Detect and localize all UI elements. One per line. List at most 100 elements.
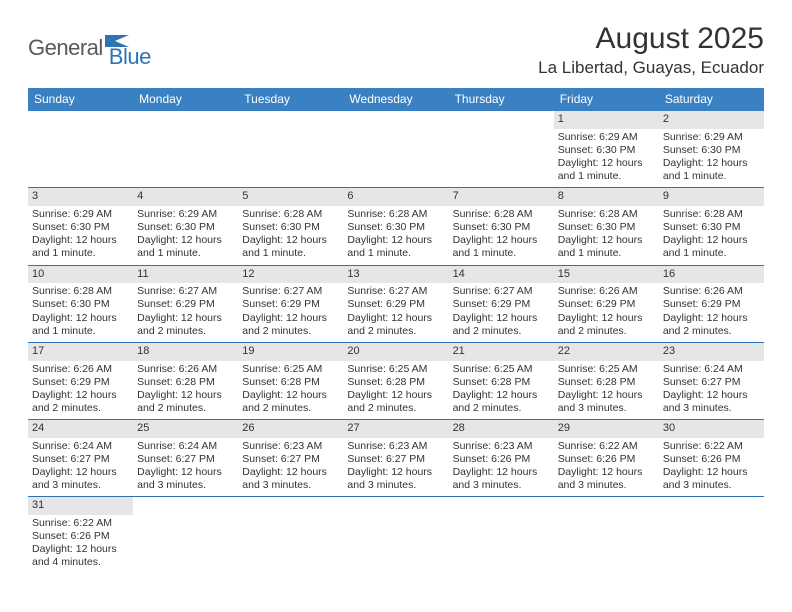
day-number: 26: [238, 420, 343, 438]
daylight1-text: Daylight: 12 hours: [32, 466, 129, 479]
daylight2-text: and 1 minute.: [453, 247, 550, 260]
sunset-text: Sunset: 6:26 PM: [663, 453, 760, 466]
sunset-text: Sunset: 6:26 PM: [453, 453, 550, 466]
sunrise-text: Sunrise: 6:25 AM: [453, 363, 550, 376]
day-cell: 25Sunrise: 6:24 AMSunset: 6:27 PMDayligh…: [133, 420, 238, 497]
day-number: 6: [343, 188, 448, 206]
sunrise-text: Sunrise: 6:23 AM: [242, 440, 339, 453]
daylight1-text: Daylight: 12 hours: [453, 389, 550, 402]
sunset-text: Sunset: 6:30 PM: [663, 144, 760, 157]
daylight2-text: and 3 minutes.: [558, 479, 655, 492]
daylight2-text: and 2 minutes.: [347, 402, 444, 415]
day-header: Sunday: [28, 88, 133, 111]
sunrise-text: Sunrise: 6:22 AM: [558, 440, 655, 453]
sunset-text: Sunset: 6:28 PM: [137, 376, 234, 389]
sunset-text: Sunset: 6:26 PM: [32, 530, 129, 543]
daylight1-text: Daylight: 12 hours: [663, 312, 760, 325]
empty-cell: [449, 111, 554, 188]
daylight2-text: and 2 minutes.: [663, 325, 760, 338]
sunset-text: Sunset: 6:29 PM: [453, 298, 550, 311]
empty-cell: [133, 497, 238, 574]
sunset-text: Sunset: 6:29 PM: [32, 376, 129, 389]
daylight2-text: and 1 minute.: [32, 325, 129, 338]
day-cell: 9Sunrise: 6:28 AMSunset: 6:30 PMDaylight…: [659, 188, 764, 265]
sunrise-text: Sunrise: 6:28 AM: [663, 208, 760, 221]
daylight2-text: and 1 minute.: [558, 170, 655, 183]
sunset-text: Sunset: 6:28 PM: [347, 376, 444, 389]
daylight2-text: and 2 minutes.: [558, 325, 655, 338]
day-header: Monday: [133, 88, 238, 111]
sunset-text: Sunset: 6:29 PM: [347, 298, 444, 311]
empty-cell: [554, 497, 659, 574]
sunset-text: Sunset: 6:27 PM: [347, 453, 444, 466]
empty-cell: [238, 497, 343, 574]
empty-cell: [659, 497, 764, 574]
daylight2-text: and 1 minute.: [663, 247, 760, 260]
sunset-text: Sunset: 6:28 PM: [558, 376, 655, 389]
day-header: Saturday: [659, 88, 764, 111]
daylight2-text: and 3 minutes.: [32, 479, 129, 492]
day-cell: 6Sunrise: 6:28 AMSunset: 6:30 PMDaylight…: [343, 188, 448, 265]
day-number: 25: [133, 420, 238, 438]
sunrise-text: Sunrise: 6:26 AM: [32, 363, 129, 376]
daylight1-text: Daylight: 12 hours: [558, 157, 655, 170]
daylight1-text: Daylight: 12 hours: [32, 543, 129, 556]
sunrise-text: Sunrise: 6:28 AM: [32, 285, 129, 298]
day-cell: 29Sunrise: 6:22 AMSunset: 6:26 PMDayligh…: [554, 420, 659, 497]
empty-cell: [133, 111, 238, 188]
daylight1-text: Daylight: 12 hours: [32, 389, 129, 402]
day-number: 8: [554, 188, 659, 206]
sunrise-text: Sunrise: 6:23 AM: [453, 440, 550, 453]
day-cell: 18Sunrise: 6:26 AMSunset: 6:28 PMDayligh…: [133, 342, 238, 419]
day-number: 23: [659, 343, 764, 361]
sunset-text: Sunset: 6:29 PM: [137, 298, 234, 311]
daylight1-text: Daylight: 12 hours: [32, 234, 129, 247]
page-title: August 2025: [538, 22, 764, 56]
daylight1-text: Daylight: 12 hours: [242, 312, 339, 325]
daylight1-text: Daylight: 12 hours: [137, 234, 234, 247]
daylight1-text: Daylight: 12 hours: [558, 234, 655, 247]
sunset-text: Sunset: 6:27 PM: [32, 453, 129, 466]
day-number: 27: [343, 420, 448, 438]
daylight1-text: Daylight: 12 hours: [453, 312, 550, 325]
day-header-row: SundayMondayTuesdayWednesdayThursdayFrid…: [28, 88, 764, 111]
day-cell: 30Sunrise: 6:22 AMSunset: 6:26 PMDayligh…: [659, 420, 764, 497]
day-number: 24: [28, 420, 133, 438]
daylight2-text: and 2 minutes.: [242, 402, 339, 415]
sunset-text: Sunset: 6:30 PM: [347, 221, 444, 234]
day-number: 22: [554, 343, 659, 361]
daylight1-text: Daylight: 12 hours: [347, 234, 444, 247]
day-cell: 27Sunrise: 6:23 AMSunset: 6:27 PMDayligh…: [343, 420, 448, 497]
week-row: 3Sunrise: 6:29 AMSunset: 6:30 PMDaylight…: [28, 188, 764, 265]
sunrise-text: Sunrise: 6:29 AM: [32, 208, 129, 221]
sunrise-text: Sunrise: 6:28 AM: [242, 208, 339, 221]
week-row: 1Sunrise: 6:29 AMSunset: 6:30 PMDaylight…: [28, 111, 764, 188]
day-number: 11: [133, 266, 238, 284]
sunrise-text: Sunrise: 6:25 AM: [242, 363, 339, 376]
day-cell: 4Sunrise: 6:29 AMSunset: 6:30 PMDaylight…: [133, 188, 238, 265]
week-row: 17Sunrise: 6:26 AMSunset: 6:29 PMDayligh…: [28, 342, 764, 419]
day-number: 28: [449, 420, 554, 438]
empty-cell: [28, 111, 133, 188]
day-cell: 22Sunrise: 6:25 AMSunset: 6:28 PMDayligh…: [554, 342, 659, 419]
sunrise-text: Sunrise: 6:26 AM: [558, 285, 655, 298]
day-number: 18: [133, 343, 238, 361]
day-cell: 8Sunrise: 6:28 AMSunset: 6:30 PMDaylight…: [554, 188, 659, 265]
day-number: 4: [133, 188, 238, 206]
day-cell: 26Sunrise: 6:23 AMSunset: 6:27 PMDayligh…: [238, 420, 343, 497]
day-cell: 15Sunrise: 6:26 AMSunset: 6:29 PMDayligh…: [554, 265, 659, 342]
day-number: 12: [238, 266, 343, 284]
daylight2-text: and 2 minutes.: [347, 325, 444, 338]
day-cell: 24Sunrise: 6:24 AMSunset: 6:27 PMDayligh…: [28, 420, 133, 497]
location-text: La Libertad, Guayas, Ecuador: [538, 58, 764, 78]
daylight2-text: and 3 minutes.: [663, 402, 760, 415]
day-cell: 11Sunrise: 6:27 AMSunset: 6:29 PMDayligh…: [133, 265, 238, 342]
day-cell: 17Sunrise: 6:26 AMSunset: 6:29 PMDayligh…: [28, 342, 133, 419]
day-cell: 14Sunrise: 6:27 AMSunset: 6:29 PMDayligh…: [449, 265, 554, 342]
sunset-text: Sunset: 6:27 PM: [242, 453, 339, 466]
day-cell: 19Sunrise: 6:25 AMSunset: 6:28 PMDayligh…: [238, 342, 343, 419]
daylight2-text: and 1 minute.: [558, 247, 655, 260]
sunrise-text: Sunrise: 6:29 AM: [663, 131, 760, 144]
sunrise-text: Sunrise: 6:22 AM: [663, 440, 760, 453]
empty-cell: [238, 111, 343, 188]
